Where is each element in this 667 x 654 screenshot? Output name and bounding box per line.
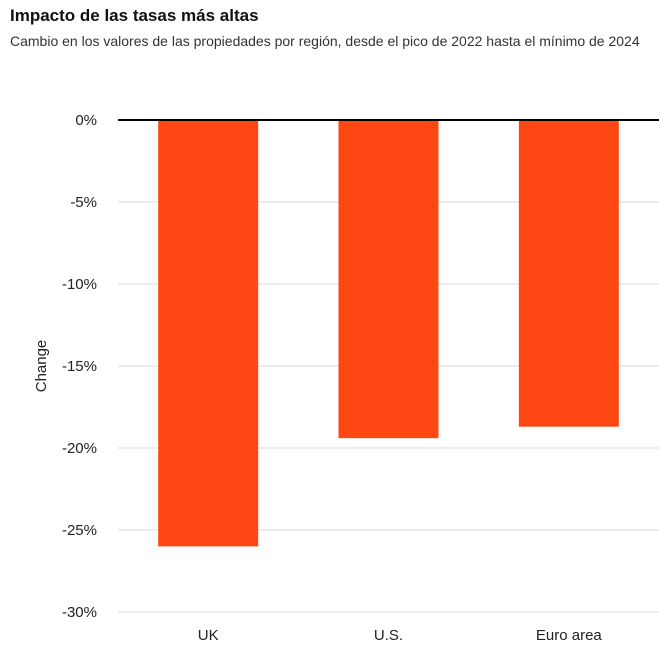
y-tick-label: -25% [62,522,97,539]
bar-u-s [338,120,439,439]
y-tick-label: -20% [62,440,97,457]
bar-euro-area [518,120,619,427]
y-tick-label: 0% [75,112,97,129]
bars [158,120,619,547]
x-category-label: Euro area [536,627,603,644]
y-tick-label: -15% [62,358,97,375]
y-tick-label: -30% [62,604,97,621]
y-tick-label: -5% [70,194,97,211]
chart-title: Impacto de las tasas más altas [10,6,259,25]
y-tick-label: -10% [62,276,97,293]
chart-subtitle: Cambio en los valores de las propiedades… [10,33,640,49]
bar-uk [158,120,259,547]
y-tick-labels: 0% -5% -10% -15% -20% -25% -30% [62,112,97,621]
category-labels: UK U.S. Euro area [198,627,603,644]
x-category-label: UK [198,627,219,644]
x-category-label: U.S. [374,627,403,644]
y-axis-title: Change [33,340,50,393]
